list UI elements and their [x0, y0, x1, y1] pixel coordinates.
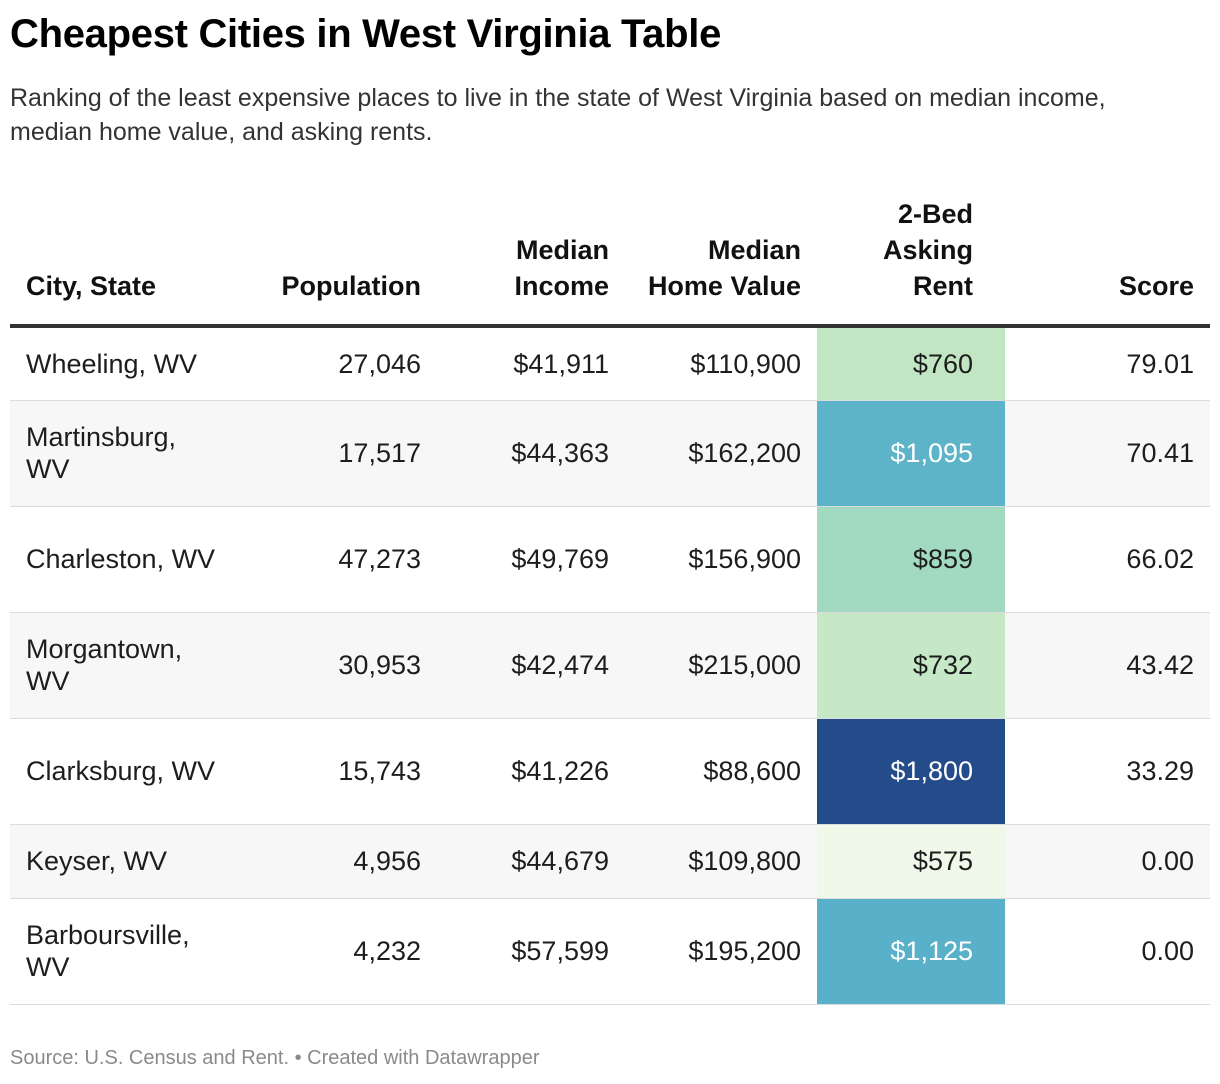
header-score[interactable]: Score — [1005, 190, 1210, 328]
cell-rent: $1,800 — [817, 718, 1005, 825]
cell-income: $49,769 — [437, 506, 625, 613]
header-city[interactable]: City, State — [10, 190, 240, 328]
cell-score: 0.00 — [1005, 824, 1210, 899]
table-row: Barboursville, WV 4,232 $57,599 $195,200… — [10, 898, 1210, 1005]
cell-income: $57,599 — [437, 898, 625, 1005]
cell-city: Charleston, WV — [10, 506, 240, 613]
cell-population: 15,743 — [240, 718, 437, 825]
cell-score: 33.29 — [1005, 718, 1210, 825]
cell-rent: $1,095 — [817, 400, 1005, 507]
cell-population: 27,046 — [240, 326, 437, 401]
cell-income: $41,911 — [437, 326, 625, 401]
table-row: Clarksburg, WV 15,743 $41,226 $88,600 $1… — [10, 718, 1210, 825]
cell-population: 47,273 — [240, 506, 437, 613]
header-row: City, State Population Median Income Med… — [10, 190, 1210, 328]
table-row: Charleston, WV 47,273 $49,769 $156,900 $… — [10, 506, 1210, 613]
cell-home-value: $110,900 — [625, 326, 817, 401]
cell-rent: $760 — [817, 326, 1005, 401]
table-row: Wheeling, WV 27,046 $41,911 $110,900 $76… — [10, 326, 1210, 401]
cell-home-value: $162,200 — [625, 400, 817, 507]
cell-population: 17,517 — [240, 400, 437, 507]
cell-income: $44,679 — [437, 824, 625, 899]
cell-city: Barboursville, WV — [10, 898, 240, 1005]
chart-subtitle: Ranking of the least expensive places to… — [10, 84, 1106, 146]
cell-income: $44,363 — [437, 400, 625, 507]
cell-score: 0.00 — [1005, 898, 1210, 1005]
data-table: City, State Population Median Income Med… — [10, 190, 1210, 1005]
cell-home-value: $156,900 — [625, 506, 817, 613]
cell-city: Morgantown, WV — [10, 612, 240, 719]
cell-city: Keyser, WV — [10, 824, 240, 899]
cell-home-value: $195,200 — [625, 898, 817, 1005]
cell-rent: $859 — [817, 506, 1005, 613]
cell-city: Wheeling, WV — [10, 326, 240, 401]
table-row: Keyser, WV 4,956 $44,679 $109,800 $575 0… — [10, 824, 1210, 899]
cell-home-value: $109,800 — [625, 824, 817, 899]
cell-rent: $1,125 — [817, 898, 1005, 1005]
cell-city: Clarksburg, WV — [10, 718, 240, 825]
cell-city: Martinsburg, WV — [10, 400, 240, 507]
cell-income: $42,474 — [437, 612, 625, 719]
cell-population: 4,232 — [240, 898, 437, 1005]
cell-score: 66.02 — [1005, 506, 1210, 613]
cell-score: 79.01 — [1005, 326, 1210, 401]
table-row: Martinsburg, WV 17,517 $44,363 $162,200 … — [10, 400, 1210, 507]
cell-rent: $575 — [817, 824, 1005, 899]
table-row: Morgantown, WV 30,953 $42,474 $215,000 $… — [10, 612, 1210, 719]
cell-population: 4,956 — [240, 824, 437, 899]
source-note: Source: U.S. Census and Rent. • Created … — [10, 1047, 540, 1069]
cell-population: 30,953 — [240, 612, 437, 719]
header-population[interactable]: Population — [240, 190, 437, 328]
header-asking-rent[interactable]: 2-Bed Asking Rent — [817, 190, 1005, 328]
cell-home-value: $88,600 — [625, 718, 817, 825]
header-median-home-value[interactable]: Median Home Value — [625, 190, 817, 328]
cell-rent: $732 — [817, 612, 1005, 719]
cell-home-value: $215,000 — [625, 612, 817, 719]
cell-score: 43.42 — [1005, 612, 1210, 719]
header-median-income[interactable]: Median Income — [437, 190, 625, 328]
cell-score: 70.41 — [1005, 400, 1210, 507]
cell-income: $41,226 — [437, 718, 625, 825]
chart-title: Cheapest Cities in West Virginia Table — [10, 12, 722, 56]
